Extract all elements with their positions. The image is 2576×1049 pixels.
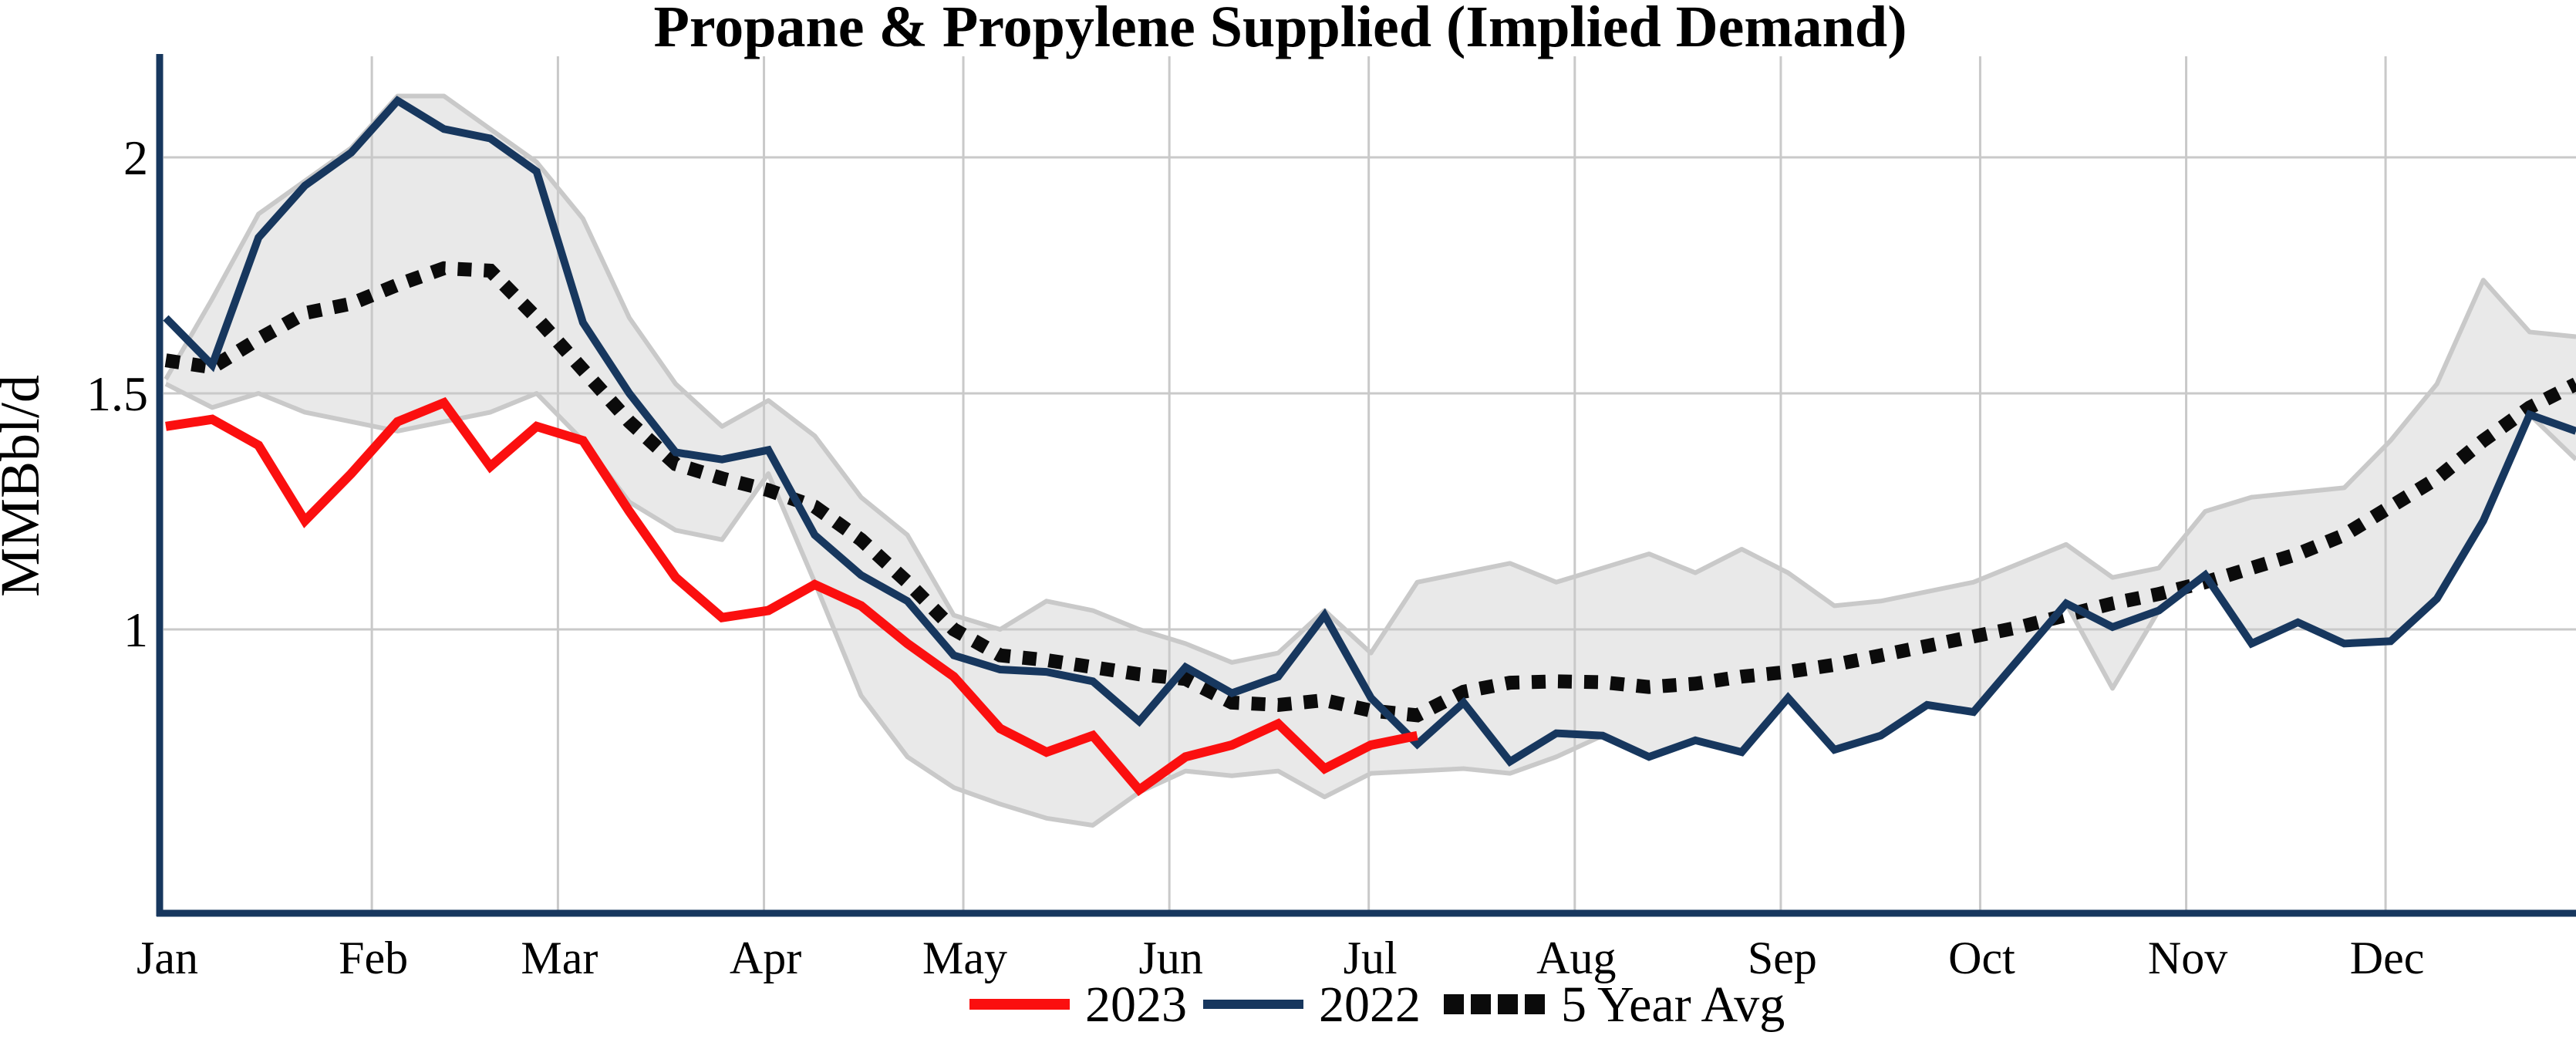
x-tick-label-aug: Aug xyxy=(1536,933,1616,983)
x-tick-label-sep: Sep xyxy=(1748,933,1817,983)
y-axis-title: MMBbl/d xyxy=(0,375,51,597)
x-tick-label-feb: Feb xyxy=(339,933,408,983)
x-tick-label-may: May xyxy=(922,933,1007,983)
legend-label-5-year-avg: 5 Year Avg xyxy=(1561,976,1785,1033)
series-2022-line xyxy=(163,96,2576,767)
x-tick-label-jun: Jun xyxy=(1138,933,1202,983)
legend-label-2023: 2023 xyxy=(1085,976,1187,1033)
legend-swatch-5-year-avg xyxy=(1498,994,1518,1014)
five-year-range-band xyxy=(166,96,2576,825)
y-tick-label-2: 2 xyxy=(123,130,148,185)
y-tick-label-1: 1 xyxy=(123,602,148,657)
x-tick-label-oct: Oct xyxy=(1948,933,2015,983)
x-tick-label-nov: Nov xyxy=(2148,933,2227,983)
x-tick-label-apr: Apr xyxy=(730,933,801,983)
x-tick-label-jan: Jan xyxy=(137,933,198,983)
x-tick-label-dec: Dec xyxy=(2350,933,2425,983)
x-tick-label-jul: Jul xyxy=(1344,933,1398,983)
chart-title: Propane & Propylene Supplied (Implied De… xyxy=(653,0,1907,59)
y-tick-label-1.5: 1.5 xyxy=(86,366,148,421)
legend-swatch-5-year-avg xyxy=(1471,994,1491,1014)
legend-swatch-5-year-avg xyxy=(1444,994,1464,1014)
legend-label-2022: 2022 xyxy=(1319,976,1421,1033)
x-tick-label-mar: Mar xyxy=(521,933,598,983)
band-top-edge xyxy=(164,93,2576,665)
legend-swatch-5-year-avg xyxy=(1525,994,1545,1014)
series-2023-line xyxy=(165,396,1418,797)
